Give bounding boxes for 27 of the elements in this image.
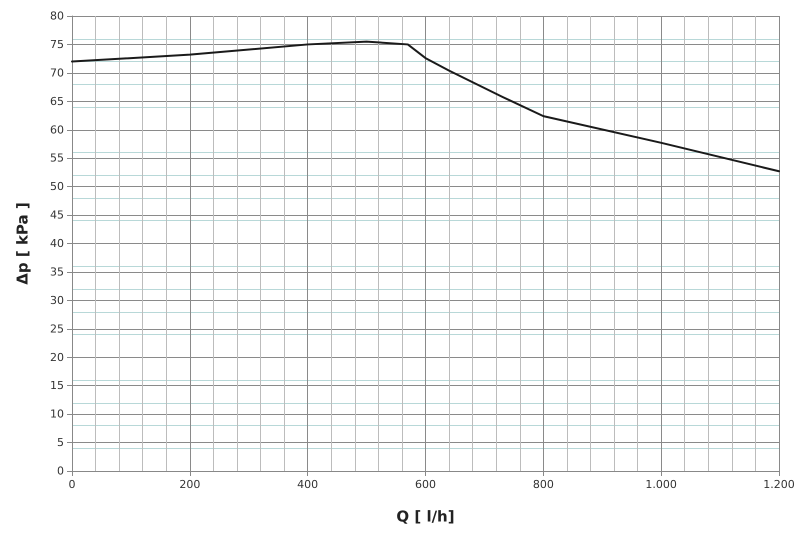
- y-tick-label: 50: [50, 180, 64, 194]
- x-tick-label: 200: [179, 478, 200, 491]
- x-tick-label: 0: [68, 478, 76, 491]
- y-tick-label: 5: [57, 436, 64, 450]
- line-series: [71, 40, 780, 172]
- y-tick-label: 65: [50, 94, 64, 108]
- y-tick-label: 15: [50, 379, 64, 392]
- y-axis-title: Δp [ kPa ]: [14, 202, 32, 285]
- y-tick-label: 40: [50, 237, 64, 250]
- y-tick-label: 0: [57, 464, 64, 478]
- x-tick-label: 800: [532, 478, 554, 491]
- x-tick-label: 1.000: [645, 478, 677, 491]
- x-axis-title: Q [ l/h]: [396, 508, 455, 526]
- y-tick-label: 25: [50, 322, 64, 336]
- y-tick-label: 10: [50, 408, 64, 421]
- y-tick-label: 30: [50, 294, 64, 307]
- y-tick-label: 35: [50, 265, 64, 278]
- y-tick-label: 75: [50, 38, 64, 51]
- x-tick-label: 1.200: [763, 478, 795, 491]
- x-tick-label: 600: [415, 478, 436, 491]
- y-tick-label: 70: [50, 66, 64, 80]
- y-tick-label: 80: [50, 10, 64, 22]
- y-tick-label: 55: [50, 152, 64, 165]
- y-tick-label: 45: [50, 208, 64, 222]
- x-tick-label: 400: [297, 478, 318, 491]
- y-tick-label: 20: [50, 350, 64, 364]
- y-tick-label: 60: [50, 123, 64, 136]
